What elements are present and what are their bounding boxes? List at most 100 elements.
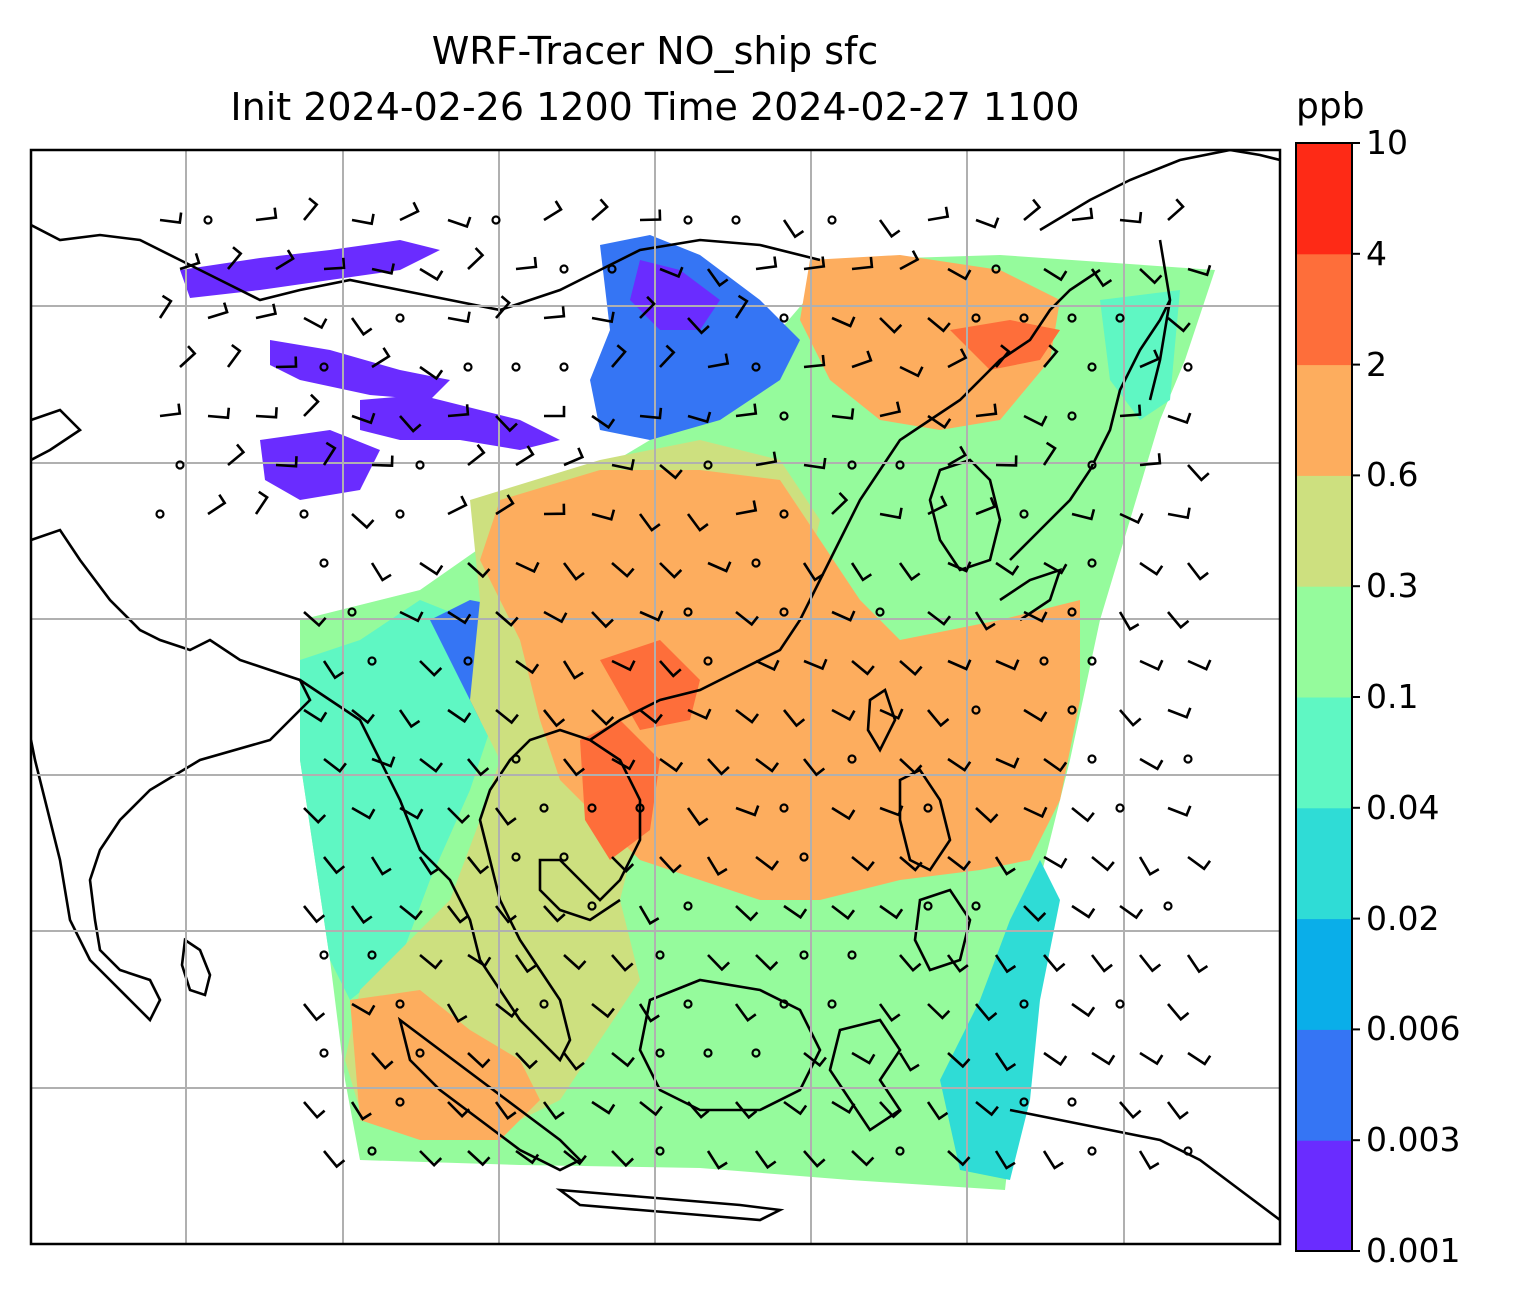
- wind-barb: [994, 954, 1017, 974]
- wind-barb: [611, 856, 635, 874]
- wind-barb: [255, 303, 278, 320]
- wind-barb: [226, 246, 243, 270]
- field-red-central: [600, 640, 700, 730]
- wind-calm-circle: [367, 1146, 377, 1156]
- wind-barb: [275, 356, 298, 369]
- wind-barb: [1118, 611, 1140, 632]
- wind-barb: [447, 1101, 471, 1119]
- wind-barb: [782, 219, 805, 239]
- wind-calm-circle: [683, 999, 693, 1009]
- coastline-indochina: [299, 678, 642, 1063]
- wind-barb: [995, 659, 1020, 671]
- wind-barb: [994, 1052, 1017, 1072]
- wind-barb: [447, 311, 471, 324]
- wind-barb: [1186, 562, 1209, 581]
- wind-calm-circle: [1087, 362, 1097, 372]
- wind-barb: [351, 708, 375, 725]
- wind-barb: [466, 758, 490, 777]
- wind-barb: [947, 659, 972, 671]
- wind-calm-circle: [703, 656, 713, 666]
- wind-barb: [494, 1101, 517, 1121]
- field-purple-1: [180, 240, 440, 298]
- wind-barb: [879, 805, 904, 817]
- wind-calm-circle: [395, 1097, 405, 1107]
- wind-barb: [659, 757, 684, 773]
- wind-barb: [591, 414, 616, 430]
- wind-barb: [418, 856, 441, 876]
- wind-barb: [467, 562, 491, 579]
- wind-barb: [687, 708, 712, 720]
- wind-barb: [495, 611, 519, 627]
- wind-barb: [1167, 507, 1191, 520]
- wind-calm-circle: [1067, 411, 1077, 421]
- wind-calm-circle: [779, 607, 789, 617]
- wind-barb: [399, 415, 422, 433]
- wind-barb: [734, 294, 749, 319]
- wind-barb: [563, 954, 587, 971]
- wind-calm-circle: [991, 264, 1001, 274]
- wind-barb: [638, 1003, 660, 1023]
- wind-barb: [659, 856, 682, 874]
- wind-barb: [350, 905, 373, 925]
- wind-barb: [1187, 855, 1212, 871]
- wind-barb: [1139, 453, 1162, 467]
- wind-barb: [735, 403, 758, 418]
- wind-barb: [995, 455, 1018, 467]
- wind-barb: [659, 266, 684, 279]
- wind-barb: [255, 207, 278, 222]
- wind-barb: [179, 253, 201, 271]
- field-purple-2: [270, 340, 450, 400]
- map-frame: [29, 148, 1282, 1246]
- wind-calm-circle: [1087, 460, 1097, 470]
- wind-calm-circle: [703, 1048, 713, 1058]
- wind-barb: [803, 256, 826, 271]
- wind-calm-circle: [1019, 313, 1029, 323]
- wind-barb: [1042, 1150, 1064, 1170]
- wind-barb: [419, 954, 443, 970]
- wind-barb: [322, 856, 346, 875]
- coastline-india: [31, 528, 312, 1023]
- wind-barb: [1139, 757, 1164, 771]
- wind-barb: [515, 256, 538, 271]
- colorbar-segment: [1296, 918, 1352, 1030]
- wind-barb: [1119, 211, 1143, 224]
- wind-barb: [419, 1150, 443, 1168]
- wind-barb: [350, 1101, 372, 1121]
- colorbar-segment: [1296, 1140, 1352, 1252]
- wind-barb: [803, 457, 827, 470]
- wind-barb: [179, 345, 197, 368]
- wind-barb: [831, 408, 855, 420]
- wind-barb: [255, 407, 278, 419]
- wind-barb: [783, 1100, 808, 1116]
- wind-barb: [399, 904, 423, 921]
- wind-barb: [707, 353, 730, 369]
- wind-barb: [975, 1003, 998, 1022]
- wind-barb: [303, 393, 320, 417]
- field-purple-3: [360, 395, 560, 450]
- wind-barb: [1139, 561, 1164, 576]
- wind-barb: [303, 807, 327, 824]
- map-title-line1: WRF-Tracer NO_ship sfc: [431, 29, 879, 73]
- wind-barb: [947, 1150, 971, 1167]
- wind-calm-circle: [491, 215, 501, 225]
- wind-barb: [447, 807, 471, 825]
- wind-barb: [591, 509, 616, 521]
- wind-barb: [1167, 611, 1190, 630]
- wind-barb: [735, 610, 759, 627]
- wind-barb: [639, 209, 662, 222]
- wind-calm-circle: [827, 215, 837, 225]
- wind-barb: [542, 709, 566, 728]
- wind-barb: [351, 806, 376, 820]
- wind-barb: [735, 708, 760, 724]
- wind-barb: [323, 757, 347, 774]
- wind-barb: [399, 201, 420, 222]
- wind-barb: [878, 219, 901, 239]
- wind-barb: [1167, 805, 1192, 817]
- wind-calm-circle: [923, 901, 933, 911]
- wind-calm-circle: [799, 852, 809, 862]
- wind-barb: [467, 1052, 491, 1069]
- wind-barb: [371, 263, 395, 275]
- wind-barb: [419, 365, 444, 381]
- wind-barb: [370, 562, 392, 582]
- wind-calm-circle: [539, 803, 549, 813]
